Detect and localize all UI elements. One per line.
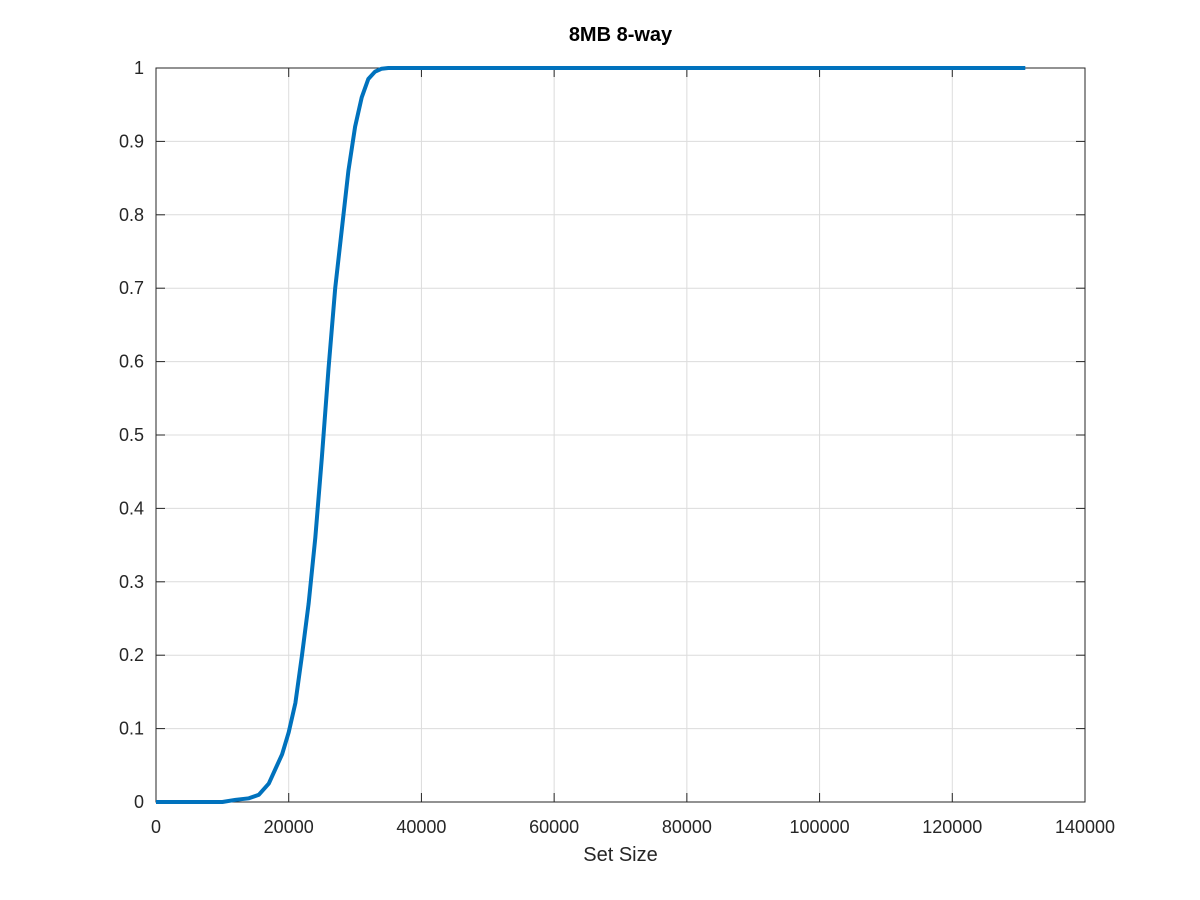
series-layer xyxy=(156,66,1026,804)
y-tick-label: 0 xyxy=(134,792,144,812)
x-tick-label: 140000 xyxy=(1055,817,1115,837)
y-tick-label: 0.7 xyxy=(119,278,144,298)
x-tick-label: 100000 xyxy=(790,817,850,837)
x-tick-label: 20000 xyxy=(264,817,314,837)
y-tick-label: 0.4 xyxy=(119,498,144,518)
x-tick-label: 40000 xyxy=(396,817,446,837)
y-tick-label: 0.6 xyxy=(119,352,144,372)
grid-layer xyxy=(156,68,1085,802)
series-line-0 xyxy=(156,66,1026,804)
x-tick-label: 80000 xyxy=(662,817,712,837)
x-tick-label: 120000 xyxy=(922,817,982,837)
y-tick-label: 0.5 xyxy=(119,425,144,445)
x-tick-labels: 0 20000 40000 60000 80000 100000 120000 140000 xyxy=(151,817,1115,837)
x-tick-label: 0 xyxy=(151,817,161,837)
x-tick-label: 60000 xyxy=(529,817,579,837)
y-tick-label: 0.8 xyxy=(119,205,144,225)
y-tick-label: 0.1 xyxy=(119,719,144,739)
x-axis-label: Set Size xyxy=(583,844,657,866)
chart-title: 8MB 8-way xyxy=(569,24,673,46)
y-tick-label: 0.3 xyxy=(119,572,144,592)
y-tick-label: 1 xyxy=(134,58,144,78)
y-tick-label: 0.2 xyxy=(119,645,144,665)
y-tick-labels: 0 0.1 0.2 0.3 0.4 0.5 0.6 0.7 0.8 0.9 1 xyxy=(119,58,144,812)
y-tick-label: 0.9 xyxy=(119,131,144,151)
